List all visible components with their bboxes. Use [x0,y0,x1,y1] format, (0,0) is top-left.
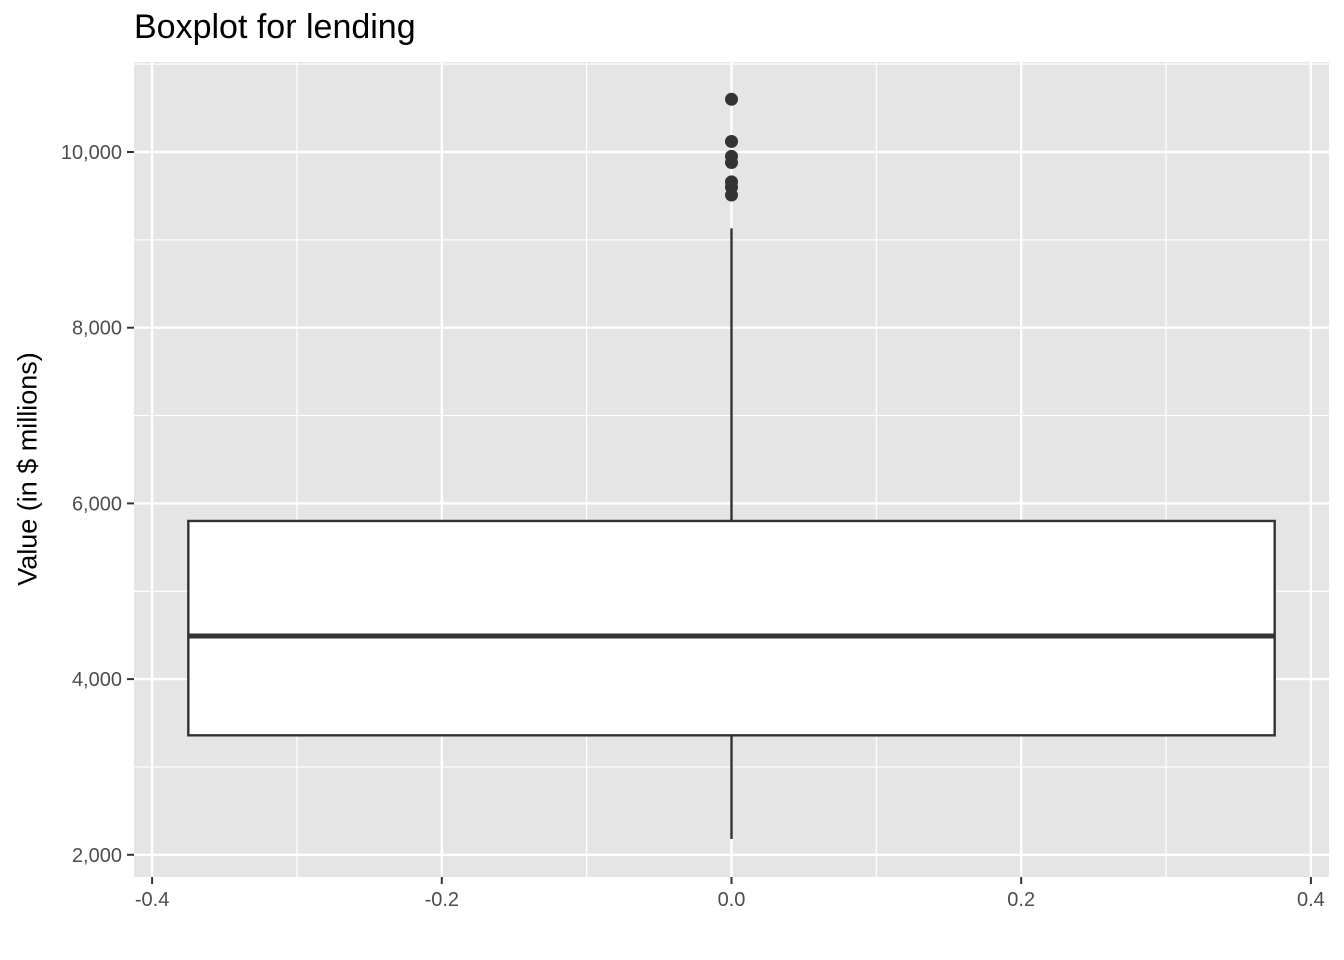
outlier-point [725,134,738,148]
x-tick-label: 0.0 [718,889,746,911]
x-tick-label: 0.4 [1297,889,1325,911]
boxplot [187,228,1276,839]
interquartile-box [187,519,1276,737]
outlier-point [725,188,738,202]
outlier-points [725,92,738,202]
x-tick-label: -0.2 [425,889,459,911]
chart-title: Boxplot for lending [134,8,416,46]
y-tick-label: 6,000 [72,493,122,515]
y-tick-label: 4,000 [72,669,122,691]
x-axis: -0.4 -0.2 0.0 0.2 0.4 [135,877,1325,911]
x-tick-label: 0.2 [1007,889,1035,911]
y-tick-label: 8,000 [72,318,122,340]
y-axis: 2,000 4,000 6,000 8,000 10,000 [61,142,134,867]
outlier-point [725,92,738,106]
x-tick-label: -0.4 [135,889,169,911]
outlier-point [725,156,738,170]
y-tick-label: 10,000 [61,142,122,164]
y-tick-label: 2,000 [72,845,122,867]
